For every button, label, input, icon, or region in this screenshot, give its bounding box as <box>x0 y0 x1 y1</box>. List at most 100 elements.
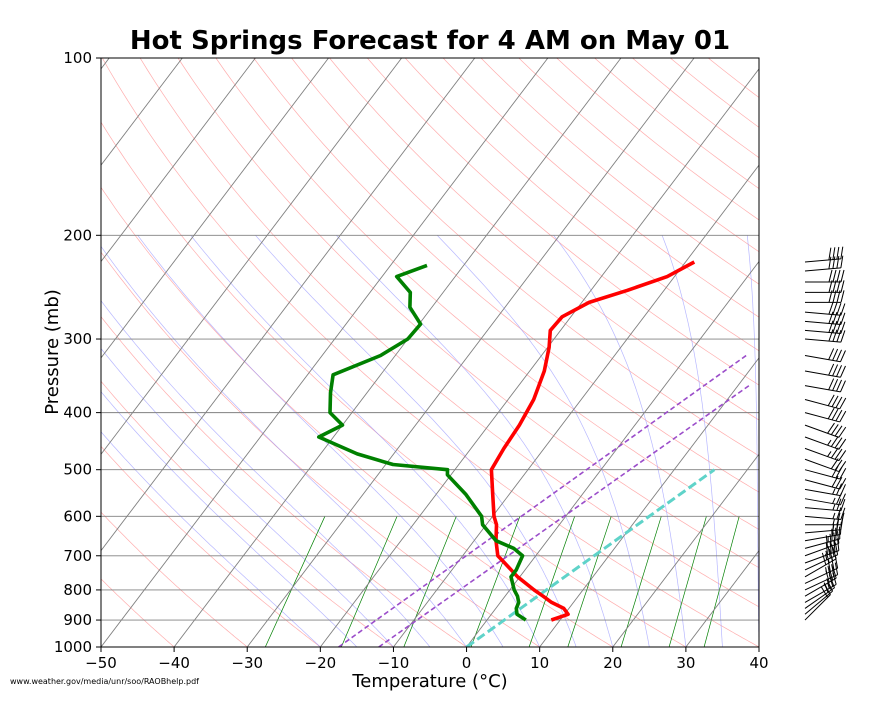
dry-adiabat <box>518 58 759 253</box>
barb-staff <box>804 458 839 473</box>
dry-adiabat <box>329 58 759 421</box>
barb-flag <box>828 269 833 283</box>
dry-adiabat <box>101 578 175 647</box>
barb-half-flag <box>832 518 835 525</box>
isotherm <box>612 453 759 647</box>
isotherm <box>101 58 256 263</box>
barb-flag <box>832 329 838 342</box>
barb-flag <box>839 484 846 496</box>
barb-staff <box>804 338 841 343</box>
barb-staff <box>804 311 841 316</box>
barb-staff <box>804 412 840 423</box>
barb-flag <box>836 303 842 316</box>
barb-flag <box>828 348 835 360</box>
wind-barb <box>804 363 846 378</box>
y-tick-label: 200 <box>63 226 92 244</box>
wind-barb <box>805 269 845 283</box>
barb-staff <box>804 479 840 490</box>
isotherm <box>101 58 549 647</box>
barb-staff <box>804 538 840 549</box>
y-tick-label: 800 <box>63 581 92 599</box>
wind-barb <box>804 329 846 343</box>
isotherm <box>758 646 759 647</box>
dry-adiabat <box>631 58 759 159</box>
y-axis: 100 200 300 400 500 600 700 800 900 1000 <box>54 49 101 656</box>
barb-flag <box>835 409 843 422</box>
wind-barb <box>804 302 846 316</box>
dry-adiabat <box>480 58 759 285</box>
barb-staff <box>804 355 841 363</box>
barb-staff <box>804 567 838 584</box>
barb-flag <box>839 397 847 410</box>
wind-barb <box>804 458 847 473</box>
barb-half-flag <box>827 451 832 457</box>
barb-flag <box>828 320 834 333</box>
barb-flag <box>827 407 835 420</box>
isotherm <box>173 58 622 647</box>
barb-flag <box>828 378 835 391</box>
y-tick-label: 100 <box>63 49 92 67</box>
y-tick-label: 400 <box>63 404 92 422</box>
wind-barb <box>804 436 847 450</box>
barb-staff <box>804 590 833 615</box>
dry-adiabat <box>442 58 759 318</box>
dry-adiabat <box>101 316 468 647</box>
barb-staff <box>804 550 839 564</box>
barb-flag <box>840 269 845 283</box>
barb-flag <box>840 321 846 334</box>
barb-flag <box>836 321 842 334</box>
barb-half-flag <box>832 488 836 495</box>
dry-adiabat <box>101 445 321 647</box>
dry-adiabat <box>404 58 759 352</box>
isotherm <box>466 260 759 647</box>
barb-staff <box>804 488 841 497</box>
barb-flag <box>839 477 847 490</box>
barb-flag <box>835 476 843 489</box>
plot-frame <box>100 57 760 648</box>
isotherm <box>101 58 476 552</box>
barb-flag <box>833 532 836 545</box>
barb-flag <box>832 311 838 324</box>
barb-flag <box>832 269 837 283</box>
dry-adiabat <box>669 58 759 128</box>
barb-flag <box>839 350 846 362</box>
dry-adiabat <box>101 251 541 647</box>
barb-flag <box>836 507 842 520</box>
barb-staff <box>804 447 839 462</box>
moist-adiabat <box>746 235 759 647</box>
barb-flag <box>830 436 839 447</box>
barb-flag <box>836 349 843 362</box>
barb-flag <box>831 408 839 421</box>
barb-staff <box>804 529 841 534</box>
parcel-line <box>378 385 750 647</box>
wind-barb <box>805 512 845 526</box>
barb-flag <box>838 450 847 461</box>
barb-flag <box>828 363 835 376</box>
barb-staff <box>804 594 831 621</box>
mixing-ratio-line <box>340 516 398 647</box>
y-tick-label: 300 <box>63 330 92 348</box>
mixing-ratio-line <box>528 516 576 647</box>
barb-staff <box>804 469 840 480</box>
barb-half-flag <box>832 524 835 531</box>
dry-adiabat <box>291 58 759 457</box>
barb-flag <box>832 364 839 377</box>
wind-barb <box>804 394 847 410</box>
mixing-ratio-line <box>668 516 707 647</box>
moist-adiabat <box>661 235 723 647</box>
barb-staff <box>804 577 837 597</box>
isotherm <box>246 58 695 647</box>
barb-staff <box>804 436 839 450</box>
barb-flag <box>840 512 845 525</box>
barb-half-flag <box>825 567 828 574</box>
x-tick-label: 30 <box>676 654 695 672</box>
barb-flag <box>832 379 839 391</box>
barb-flag <box>821 552 827 565</box>
barb-staff <box>804 258 841 263</box>
barb-flag <box>839 380 846 393</box>
barb-flag <box>832 247 836 260</box>
chart-title: Hot Springs Forecast for 4 AM on May 01 <box>130 26 730 56</box>
wind-barb <box>804 311 846 326</box>
temperature-profile <box>489 260 696 622</box>
barb-staff <box>804 399 840 410</box>
